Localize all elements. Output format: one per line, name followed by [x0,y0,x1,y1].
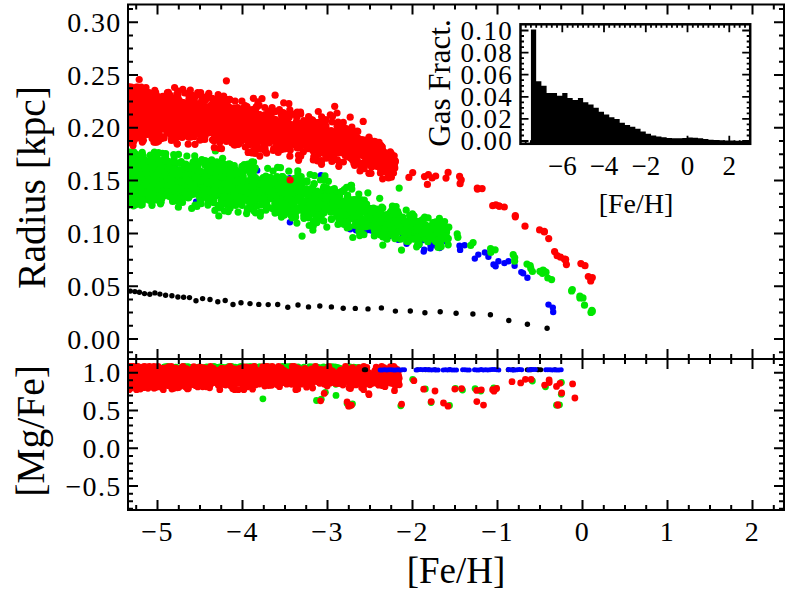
svg-text:−2: −2 [631,151,660,181]
svg-text:−4: −4 [226,516,258,547]
svg-text:0.05: 0.05 [67,271,121,302]
svg-text:2: 2 [745,516,760,547]
svg-text:0.00: 0.00 [67,324,121,355]
svg-text:−6: −6 [548,151,577,181]
svg-text:[Fe/H]: [Fe/H] [407,550,506,591]
svg-text:Radius [kpc]: Radius [kpc] [10,86,54,289]
svg-text:−3: −3 [311,516,343,547]
svg-text:0.20: 0.20 [67,112,121,143]
svg-text:[Fe/H]: [Fe/H] [599,188,674,219]
svg-text:0.5: 0.5 [83,395,122,426]
svg-text:−2: −2 [396,516,428,547]
svg-text:Gas Fract.: Gas Fract. [422,19,457,146]
svg-text:−0.5: −0.5 [66,471,122,502]
svg-text:2: 2 [723,151,737,181]
svg-text:0.30: 0.30 [67,7,121,38]
svg-text:−4: −4 [590,151,619,181]
svg-text:−5: −5 [141,516,173,547]
svg-text:0.10: 0.10 [67,218,121,249]
svg-text:0.10: 0.10 [461,16,513,46]
svg-text:0.0: 0.0 [83,433,122,464]
svg-text:0.25: 0.25 [67,60,121,91]
svg-text:0: 0 [681,151,695,181]
svg-text:−1: −1 [481,516,513,547]
svg-text:0.15: 0.15 [67,165,121,196]
svg-text:0: 0 [575,516,590,547]
svg-text:[Mg/Fe]: [Mg/Fe] [9,365,53,497]
svg-text:1: 1 [660,516,675,547]
svg-text:1.0: 1.0 [83,357,122,388]
